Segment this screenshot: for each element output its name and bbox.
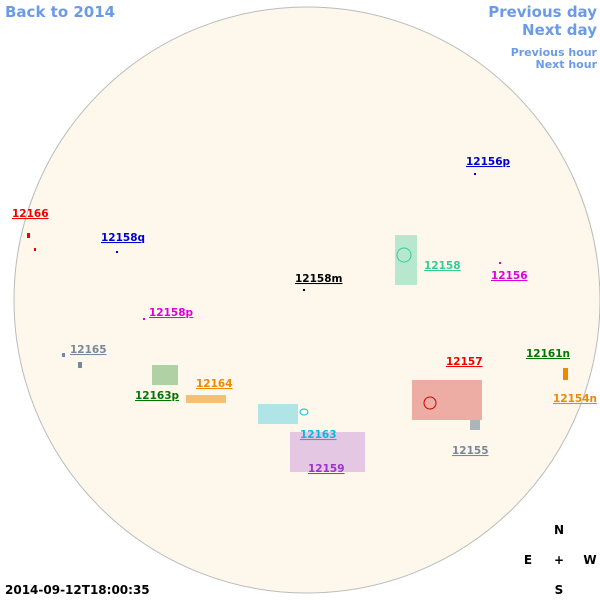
region-label[interactable]: 12158p: [149, 307, 194, 319]
region-label[interactable]: 12158m: [295, 273, 343, 285]
region-label[interactable]: 12166: [12, 208, 49, 220]
previous-hour-link[interactable]: Previous hour: [511, 46, 598, 59]
region-label[interactable]: 12163: [300, 429, 337, 441]
compass-south: S: [555, 583, 564, 597]
region-label[interactable]: 12161n: [526, 348, 570, 360]
back-link[interactable]: Back to 2014: [5, 3, 115, 21]
region-label[interactable]: 12156p: [466, 156, 511, 168]
region-label[interactable]: 12165: [70, 344, 107, 356]
next-day-link[interactable]: Next day: [522, 21, 597, 39]
solar-disk: [13, 6, 600, 594]
compass-east: E: [524, 553, 532, 567]
region-label[interactable]: 12157: [446, 356, 483, 368]
region-label[interactable]: 12158q: [101, 232, 145, 244]
compass-north: N: [554, 523, 564, 537]
previous-day-link[interactable]: Previous day: [488, 3, 597, 21]
region-label[interactable]: 12156: [491, 270, 528, 282]
compass-west: W: [583, 553, 596, 567]
region-label[interactable]: 12155: [452, 445, 489, 457]
region-label[interactable]: 12164: [196, 378, 233, 390]
region-label[interactable]: 12158: [424, 260, 461, 272]
region-label[interactable]: 12159: [308, 463, 345, 475]
compass-center: +: [554, 553, 564, 567]
next-hour-link[interactable]: Next hour: [536, 58, 598, 71]
region-label[interactable]: 12163p: [135, 390, 180, 402]
region-label[interactable]: 12154n: [553, 393, 597, 405]
timestamp: 2014-09-12T18:00:35: [5, 583, 150, 597]
spots: [27, 173, 568, 472]
